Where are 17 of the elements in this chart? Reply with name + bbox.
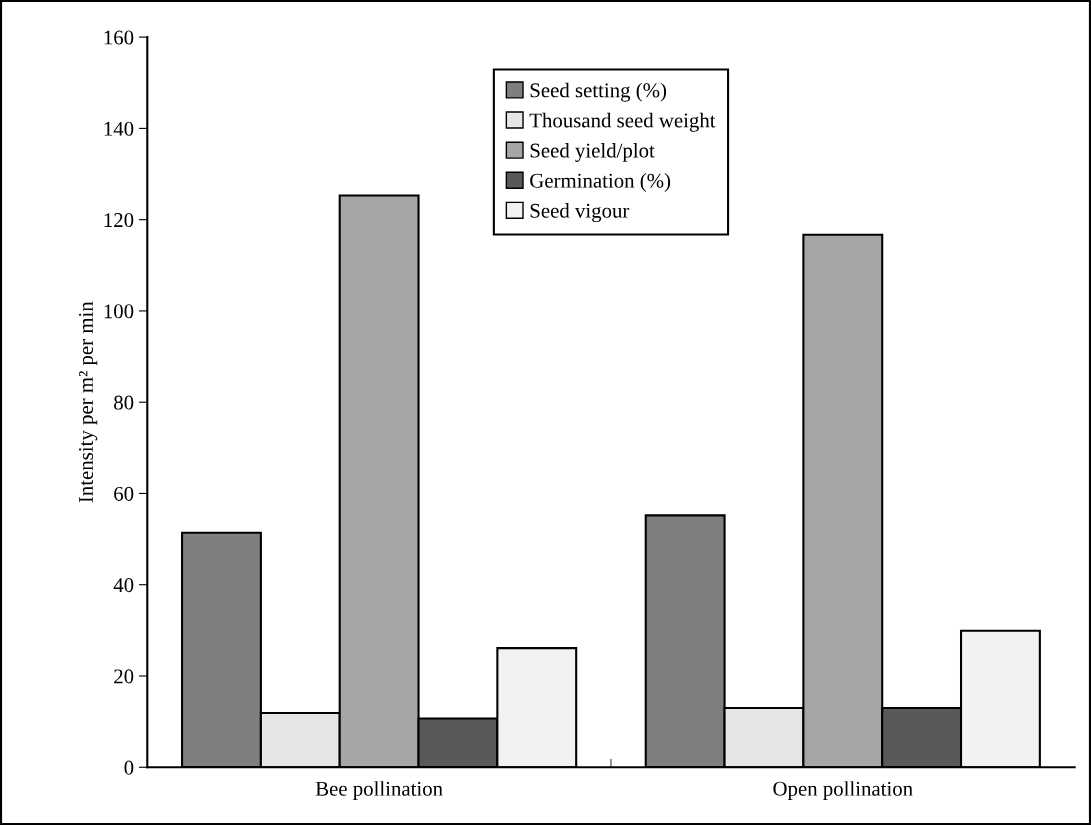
legend-label: Seed setting (%) bbox=[530, 82, 667, 102]
legend-label: Seed vigour bbox=[530, 203, 630, 223]
y-tick-label: 140 bbox=[104, 121, 134, 136]
legend-label: Seed yield/plot bbox=[530, 142, 655, 162]
legend-label: Thousand seed weight bbox=[529, 112, 716, 132]
x-tick-label: Bee pollination bbox=[315, 781, 443, 801]
y-axis-title: Intensity per m² per min bbox=[78, 301, 98, 503]
y-tick-label: 20 bbox=[114, 669, 134, 684]
y-tick-label: 120 bbox=[104, 213, 134, 228]
legend-label: Germination (%) bbox=[530, 173, 671, 192]
y-tick-label: 80 bbox=[114, 395, 134, 410]
y-tick-label: 160 bbox=[104, 30, 134, 45]
y-tick-label: 60 bbox=[114, 486, 134, 501]
y-tick-label: 0 bbox=[124, 760, 134, 775]
y-tick-label: 40 bbox=[113, 578, 134, 593]
x-tick-label: Open pollination bbox=[773, 781, 913, 801]
y-tick-label: 100 bbox=[104, 304, 134, 319]
